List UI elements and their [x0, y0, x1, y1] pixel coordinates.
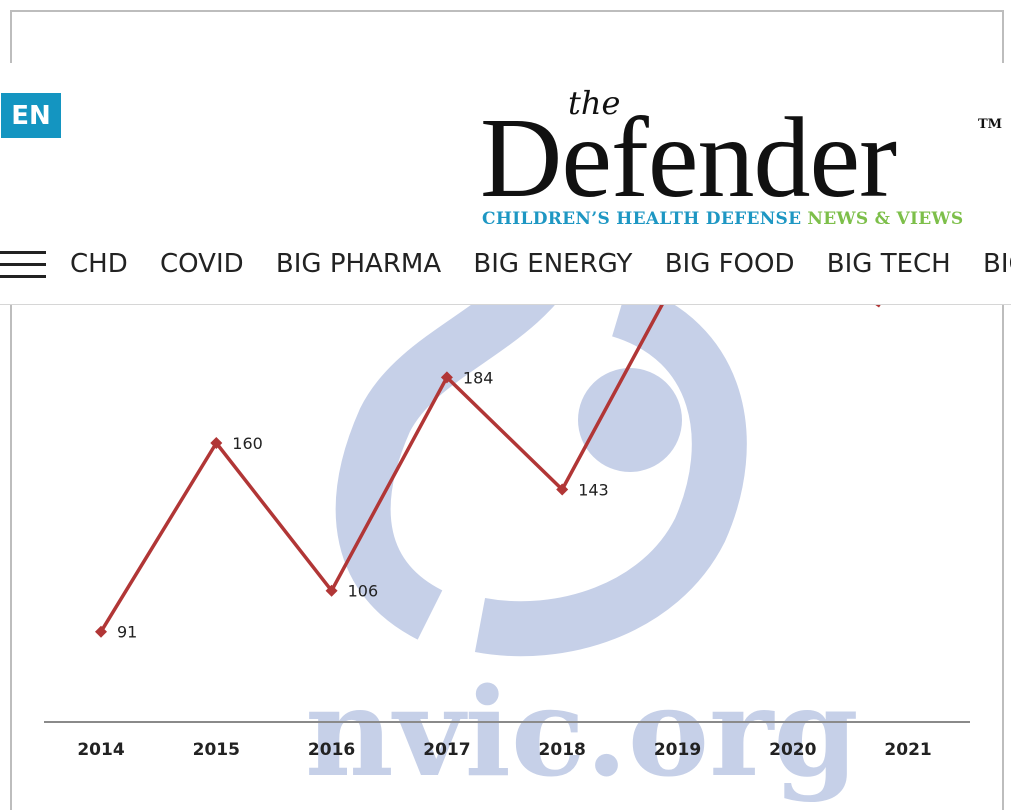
- tagline-primary: CHILDREN’S HEALTH DEFENSE: [482, 209, 802, 229]
- data-point: [440, 371, 453, 384]
- tagline-secondary: NEWS & VIEWS: [807, 209, 964, 229]
- defender-logo[interactable]: the Defender TM CHILDREN’S HEALTH DEFENS…: [480, 87, 1010, 237]
- nav-item-big-c[interactable]: BIG C: [982, 249, 1011, 279]
- nav-item-big-tech[interactable]: BIG TECH: [826, 249, 951, 279]
- nvic-watermark: nvic.org: [305, 236, 859, 804]
- logo-the: the: [568, 84, 621, 122]
- nav-item-covid[interactable]: COVID: [160, 249, 244, 279]
- data-label: 160: [232, 434, 263, 453]
- language-badge[interactable]: EN: [1, 93, 61, 138]
- x-tick-label: 2020: [769, 740, 816, 760]
- data-label: 106: [348, 582, 379, 601]
- logo-tagline: CHILDREN’S HEALTH DEFENSE NEWS & VIEWS: [482, 209, 964, 229]
- nav-item-big-energy[interactable]: BIG ENERGY: [473, 249, 633, 279]
- nav-item-chd[interactable]: CHD: [70, 249, 128, 279]
- x-tick-label: 2015: [193, 740, 240, 760]
- x-tick-label: 2021: [884, 740, 931, 760]
- x-tick-label: 2014: [77, 740, 124, 760]
- data-point: [556, 483, 569, 496]
- x-tick-label: 2017: [423, 740, 470, 760]
- data-label: 184: [463, 368, 494, 387]
- site-header: EN the Defender TM CHILDREN’S HEALTH DEF…: [0, 63, 1011, 305]
- nav-item-big-food[interactable]: BIG FOOD: [664, 249, 795, 279]
- main-nav: CHD COVID BIG PHARMA BIG ENERGY BIG FOOD…: [0, 243, 1011, 291]
- data-point: [95, 625, 107, 638]
- watermark-text: nvic.org: [305, 660, 859, 804]
- x-tick-label: 2019: [654, 740, 701, 760]
- nav-items: CHD COVID BIG PHARMA BIG ENERGY BIG FOOD…: [70, 249, 1011, 279]
- data-label: 143: [578, 480, 609, 499]
- watermark-figure-head: [578, 368, 682, 472]
- data-point: [325, 584, 338, 597]
- logo-name: Defender: [480, 94, 897, 221]
- x-tick-label: 2018: [539, 740, 586, 760]
- data-point: [210, 437, 223, 449]
- x-tick-label: 2016: [308, 740, 355, 760]
- nav-item-big-pharma[interactable]: BIG PHARMA: [275, 249, 442, 279]
- logo-trademark: TM: [978, 117, 1003, 132]
- data-label: 91: [117, 623, 137, 642]
- hamburger-menu-icon[interactable]: [0, 248, 46, 278]
